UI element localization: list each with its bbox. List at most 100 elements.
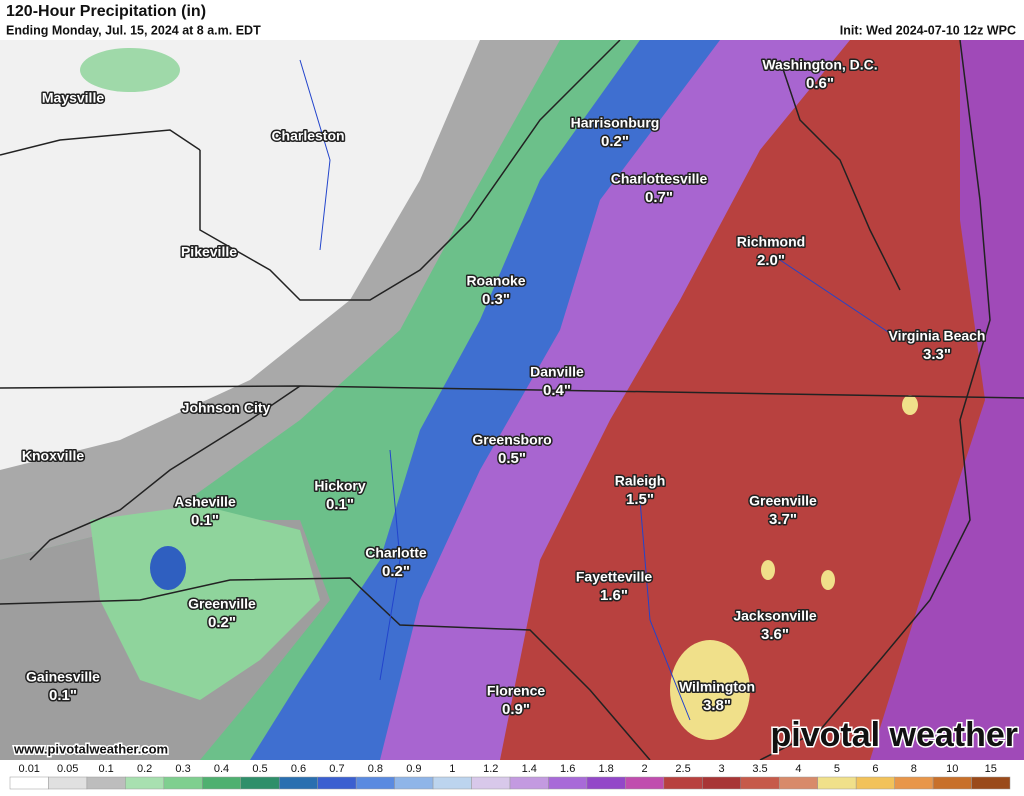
city-name: Wilmington [679,679,755,695]
colorbar-label: 2.5 [675,763,690,775]
colorbar-swatch [855,776,895,790]
colorbar-label: 0.9 [406,763,421,775]
colorbar-label: 1 [449,763,455,775]
colorbar-swatch [817,776,857,790]
city-name: Greenville [749,493,817,509]
colorbar-swatch [317,776,357,790]
city-amount: 0.3" [482,291,510,308]
website: www.pivotalweather.com [13,741,168,756]
city-amount: 0.2" [208,614,236,631]
colorbar: 0.01 0.05 0.1 0.2 0.3 0.4 0.5 0.6 0.7 0.8 0.9 1 1.2 1… [9,763,1011,790]
colorbar-label: 0.7 [329,763,344,775]
colorbar-label: 0.5 [252,763,267,775]
city-name: Richmond [737,234,805,250]
city-name: Gainesville [26,669,100,685]
city-amount: 0.9" [502,701,530,718]
city-name: Maysville [42,90,104,106]
colorbar-label: 10 [946,763,958,775]
city-name: Johnson City [182,400,271,416]
colorbar-swatch [586,776,626,790]
city-name: Greenville [188,596,256,612]
city-amount: 3.8" [703,697,731,714]
colorbar-swatch [663,776,703,790]
city-labels: Maysville Charleston Pikeville Johnson City… [20,55,987,719]
city-name: Raleigh [615,473,666,489]
colorbar-label: 0.2 [137,763,152,775]
city-name: Charleston [271,128,344,144]
city-amount: 1.5" [626,491,654,508]
colorbar-label: 15 [985,763,997,775]
colorbar-label: 6 [872,763,878,775]
city-name: Florence [487,683,546,699]
city-amount: 0.2" [601,133,629,150]
city-amount: 0.1" [191,512,219,529]
colorbar-swatch [86,776,126,790]
city-name: Danville [530,364,584,380]
colorbar-swatch [702,776,742,790]
colorbar-label: 0.01 [19,763,40,775]
city-amount: 0.5" [498,450,526,467]
colorbar-label: 1.6 [560,763,575,775]
city-name: Jacksonville [733,608,816,624]
city-amount: 0.2" [382,563,410,580]
city-name: Pikeville [181,244,237,260]
colorbar-swatch [9,776,49,790]
header-strip [0,0,1024,40]
colorbar-swatch [971,776,1011,790]
brand: pivotal weather [770,716,1018,754]
city-name: Charlottesville [611,171,708,187]
colorbar-label: 4 [795,763,801,775]
colorbar-label: 1.4 [522,763,537,775]
city-name: Roanoke [466,273,525,289]
colorbar-label: 1.8 [599,763,614,775]
city-amount: 3.6" [761,626,789,643]
colorbar-label: 1.2 [483,763,498,775]
colorbar-label: 0.8 [368,763,383,775]
city-name: Harrisonburg [571,115,660,131]
title: 120-Hour Precipitation (in) [6,3,206,20]
colorbar-swatch [48,776,88,790]
colorbar-swatch [355,776,395,790]
colorbar-label: 0.05 [57,763,78,775]
colorbar-swatch [625,776,665,790]
colorbar-label: 0.6 [291,763,306,775]
colorbar-swatch [163,776,203,790]
city-amount: 0.4" [543,382,571,399]
map-fill [0,40,1024,760]
colorbar-swatch [740,776,780,790]
city-name: Fayetteville [576,569,652,585]
city-name: Washington, D.C. [762,57,877,73]
colorbar-swatch [432,776,472,790]
init-time: Init: Wed 2024-07-10 12z WPC [840,23,1016,37]
city-name: Virginia Beach [888,328,985,344]
city-amount: 0.1" [326,496,354,513]
colorbar-label: 0.4 [214,763,229,775]
colorbar-label: 0.3 [175,763,190,775]
colorbar-label: 3 [718,763,724,775]
city-amount: 3.3" [923,346,951,363]
colorbar-swatch [202,776,242,790]
colorbar-swatch [932,776,972,790]
city-amount: 1.6" [600,587,628,604]
colorbar-label: 8 [911,763,917,775]
city-amount: 0.6" [806,75,834,92]
colorbar-swatch [548,776,588,790]
state-borders [0,39,1024,761]
colorbar-swatch [509,776,549,790]
city-amount: 2.0" [757,252,785,269]
colorbar-swatch [240,776,280,790]
city-name: Knoxville [22,448,84,464]
city-name: Hickory [314,478,366,494]
colorbar-swatch [125,776,165,790]
city-name: Greensboro [472,432,551,448]
colorbar-label: 5 [834,763,840,775]
colorbar-label: 0.1 [99,763,114,775]
colorbar-swatch [894,776,934,790]
city-amount: 3.7" [769,511,797,528]
city-name: Asheville [174,494,236,510]
city-amount: 0.7" [645,189,673,206]
subtitle: Ending Monday, Jul. 15, 2024 at 8 a.m. E… [6,23,261,37]
colorbar-label: 3.5 [752,763,767,775]
colorbar-swatch [394,776,434,790]
